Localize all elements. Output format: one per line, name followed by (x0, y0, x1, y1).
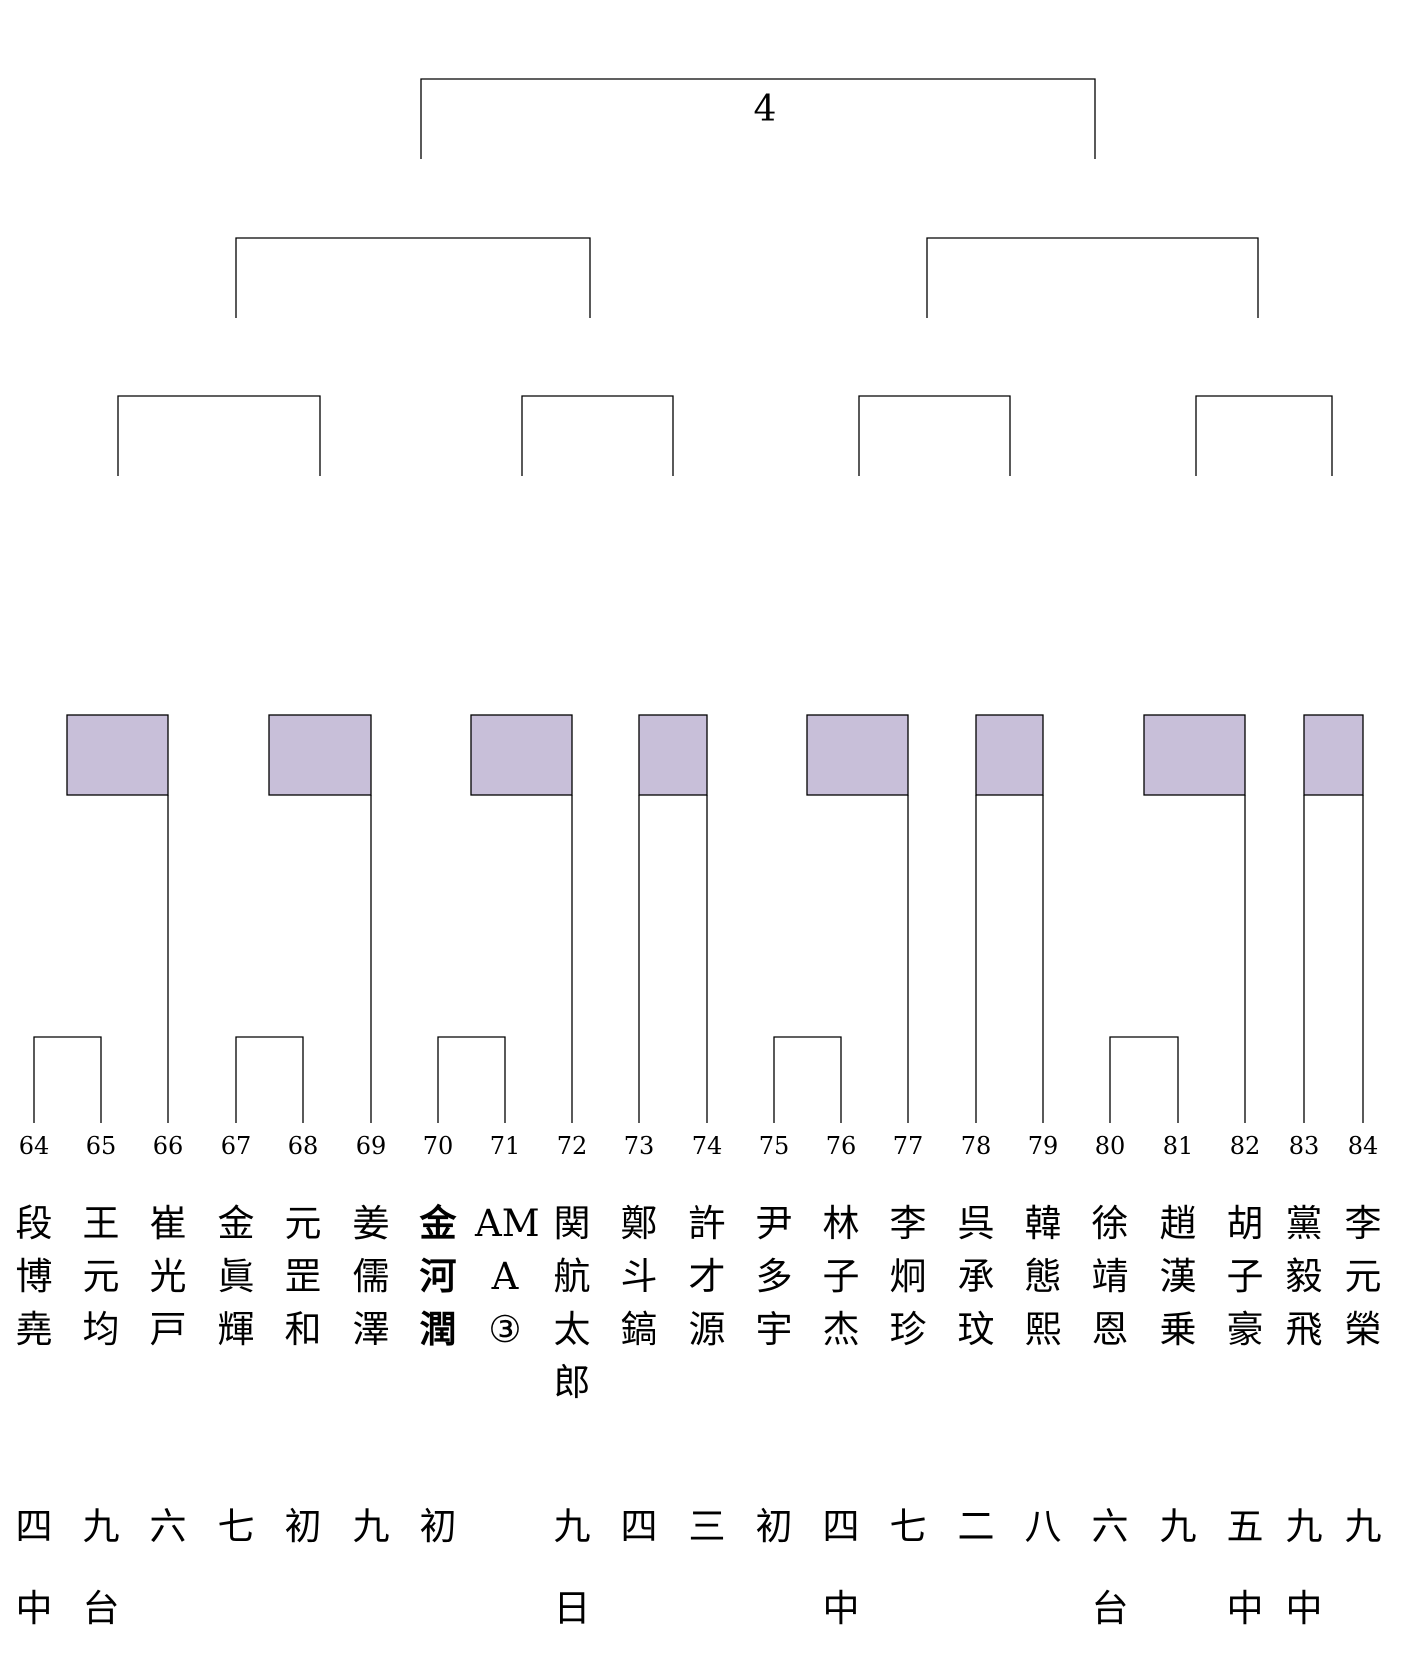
player-name: 元罡和 (284, 1202, 322, 1351)
player-affiliation: 中 (1285, 1587, 1323, 1630)
player-rank: 初 (755, 1505, 793, 1548)
player-rank: 二 (957, 1505, 995, 1548)
player-number: 84 (1347, 1132, 1379, 1160)
prelim-match-bracket (235, 1036, 304, 1123)
player-number: 83 (1288, 1132, 1320, 1160)
player-affiliation: 台 (1091, 1587, 1129, 1630)
player-rank: 九 (553, 1505, 591, 1548)
player-number: 69 (355, 1132, 387, 1160)
player-name: 林子杰 (822, 1202, 860, 1351)
player-affiliation: 中 (1226, 1587, 1264, 1630)
player-name: 姜儒澤 (352, 1202, 390, 1351)
player-name: 関航太郎 (553, 1202, 591, 1404)
player-name: 趙漢乗 (1159, 1202, 1197, 1351)
match-highlight-box (1303, 714, 1364, 796)
match-highlight-box (975, 714, 1044, 796)
quarter-bracket (117, 395, 321, 476)
player-rank: 四 (15, 1505, 53, 1548)
player-rank: 六 (149, 1505, 187, 1548)
match-highlight-box (638, 714, 708, 796)
player-number: 78 (960, 1132, 992, 1160)
player-rank: 九 (1159, 1505, 1197, 1548)
match-highlight-box (66, 714, 169, 796)
player-number: 67 (220, 1132, 252, 1160)
player-number: 76 (825, 1132, 857, 1160)
player-number: 65 (85, 1132, 117, 1160)
player-affiliation: 台 (82, 1587, 120, 1630)
player-number: 68 (287, 1132, 319, 1160)
player-affiliation: 中 (15, 1587, 53, 1630)
match-highlight-box (470, 714, 573, 796)
player-name: 崔光戸 (149, 1202, 187, 1351)
player-rank: 初 (419, 1505, 457, 1548)
quarter-bracket (858, 395, 1011, 476)
prelim-match-bracket (1109, 1036, 1179, 1123)
semi-bracket (235, 237, 591, 318)
match-highlight-box (1143, 714, 1246, 796)
player-name: 鄭斗鎬 (620, 1202, 658, 1351)
player-number: 77 (892, 1132, 924, 1160)
player-rank: 九 (1285, 1505, 1323, 1548)
player-number: 64 (18, 1132, 50, 1160)
player-name: 徐靖恩 (1091, 1202, 1129, 1351)
player-name: 呉承玟 (957, 1202, 995, 1351)
player-rank: 七 (889, 1505, 927, 1548)
player-name: 金眞輝 (217, 1202, 255, 1351)
player-rank: 九 (352, 1505, 390, 1548)
player-number: 66 (152, 1132, 184, 1160)
player-name: 王元均 (82, 1202, 120, 1351)
quarter-bracket (1195, 395, 1333, 476)
prelim-match-bracket (33, 1036, 102, 1123)
player-name: 李元榮 (1344, 1202, 1382, 1351)
player-affiliation: 中 (822, 1587, 860, 1630)
player-name: 韓態熙 (1024, 1202, 1062, 1351)
player-rank: 七 (217, 1505, 255, 1548)
player-name: 胡子豪 (1226, 1202, 1264, 1351)
player-number: 75 (758, 1132, 790, 1160)
player-number: 70 (422, 1132, 454, 1160)
player-number: 79 (1027, 1132, 1059, 1160)
player-number: 74 (691, 1132, 723, 1160)
player-rank: 初 (284, 1505, 322, 1548)
player-name: 黨毅飛 (1285, 1202, 1323, 1351)
final-label: 4 (753, 89, 777, 130)
player-name: 許才源 (688, 1202, 726, 1351)
player-rank: 五 (1226, 1505, 1264, 1548)
prelim-match-bracket (437, 1036, 506, 1123)
player-number: 71 (489, 1132, 521, 1160)
player-affiliation: 日 (553, 1587, 591, 1630)
player-name: 金河潤 (419, 1202, 457, 1351)
match-highlight-box (806, 714, 909, 796)
quarter-bracket (521, 395, 674, 476)
player-rank: 八 (1024, 1505, 1062, 1548)
player-rank: 三 (688, 1505, 726, 1548)
player-name: 李炯珍 (889, 1202, 927, 1351)
final-bracket (420, 78, 1096, 159)
player-rank: 六 (1091, 1505, 1129, 1548)
match-highlight-box (268, 714, 372, 796)
semi-bracket (926, 237, 1259, 318)
player-name: 段博堯 (15, 1202, 53, 1351)
player-rank: 九 (82, 1505, 120, 1548)
player-number: 81 (1162, 1132, 1194, 1160)
player-number: 73 (623, 1132, 655, 1160)
player-rank: 四 (620, 1505, 658, 1548)
player-number: 72 (556, 1132, 588, 1160)
player-rank: 四 (822, 1505, 860, 1548)
prelim-match-bracket (773, 1036, 842, 1123)
player-name: AM A ③ (475, 1202, 540, 1351)
player-number: 82 (1229, 1132, 1261, 1160)
player-rank: 九 (1344, 1505, 1382, 1548)
player-number: 80 (1094, 1132, 1126, 1160)
player-name: 尹多宇 (755, 1202, 793, 1351)
